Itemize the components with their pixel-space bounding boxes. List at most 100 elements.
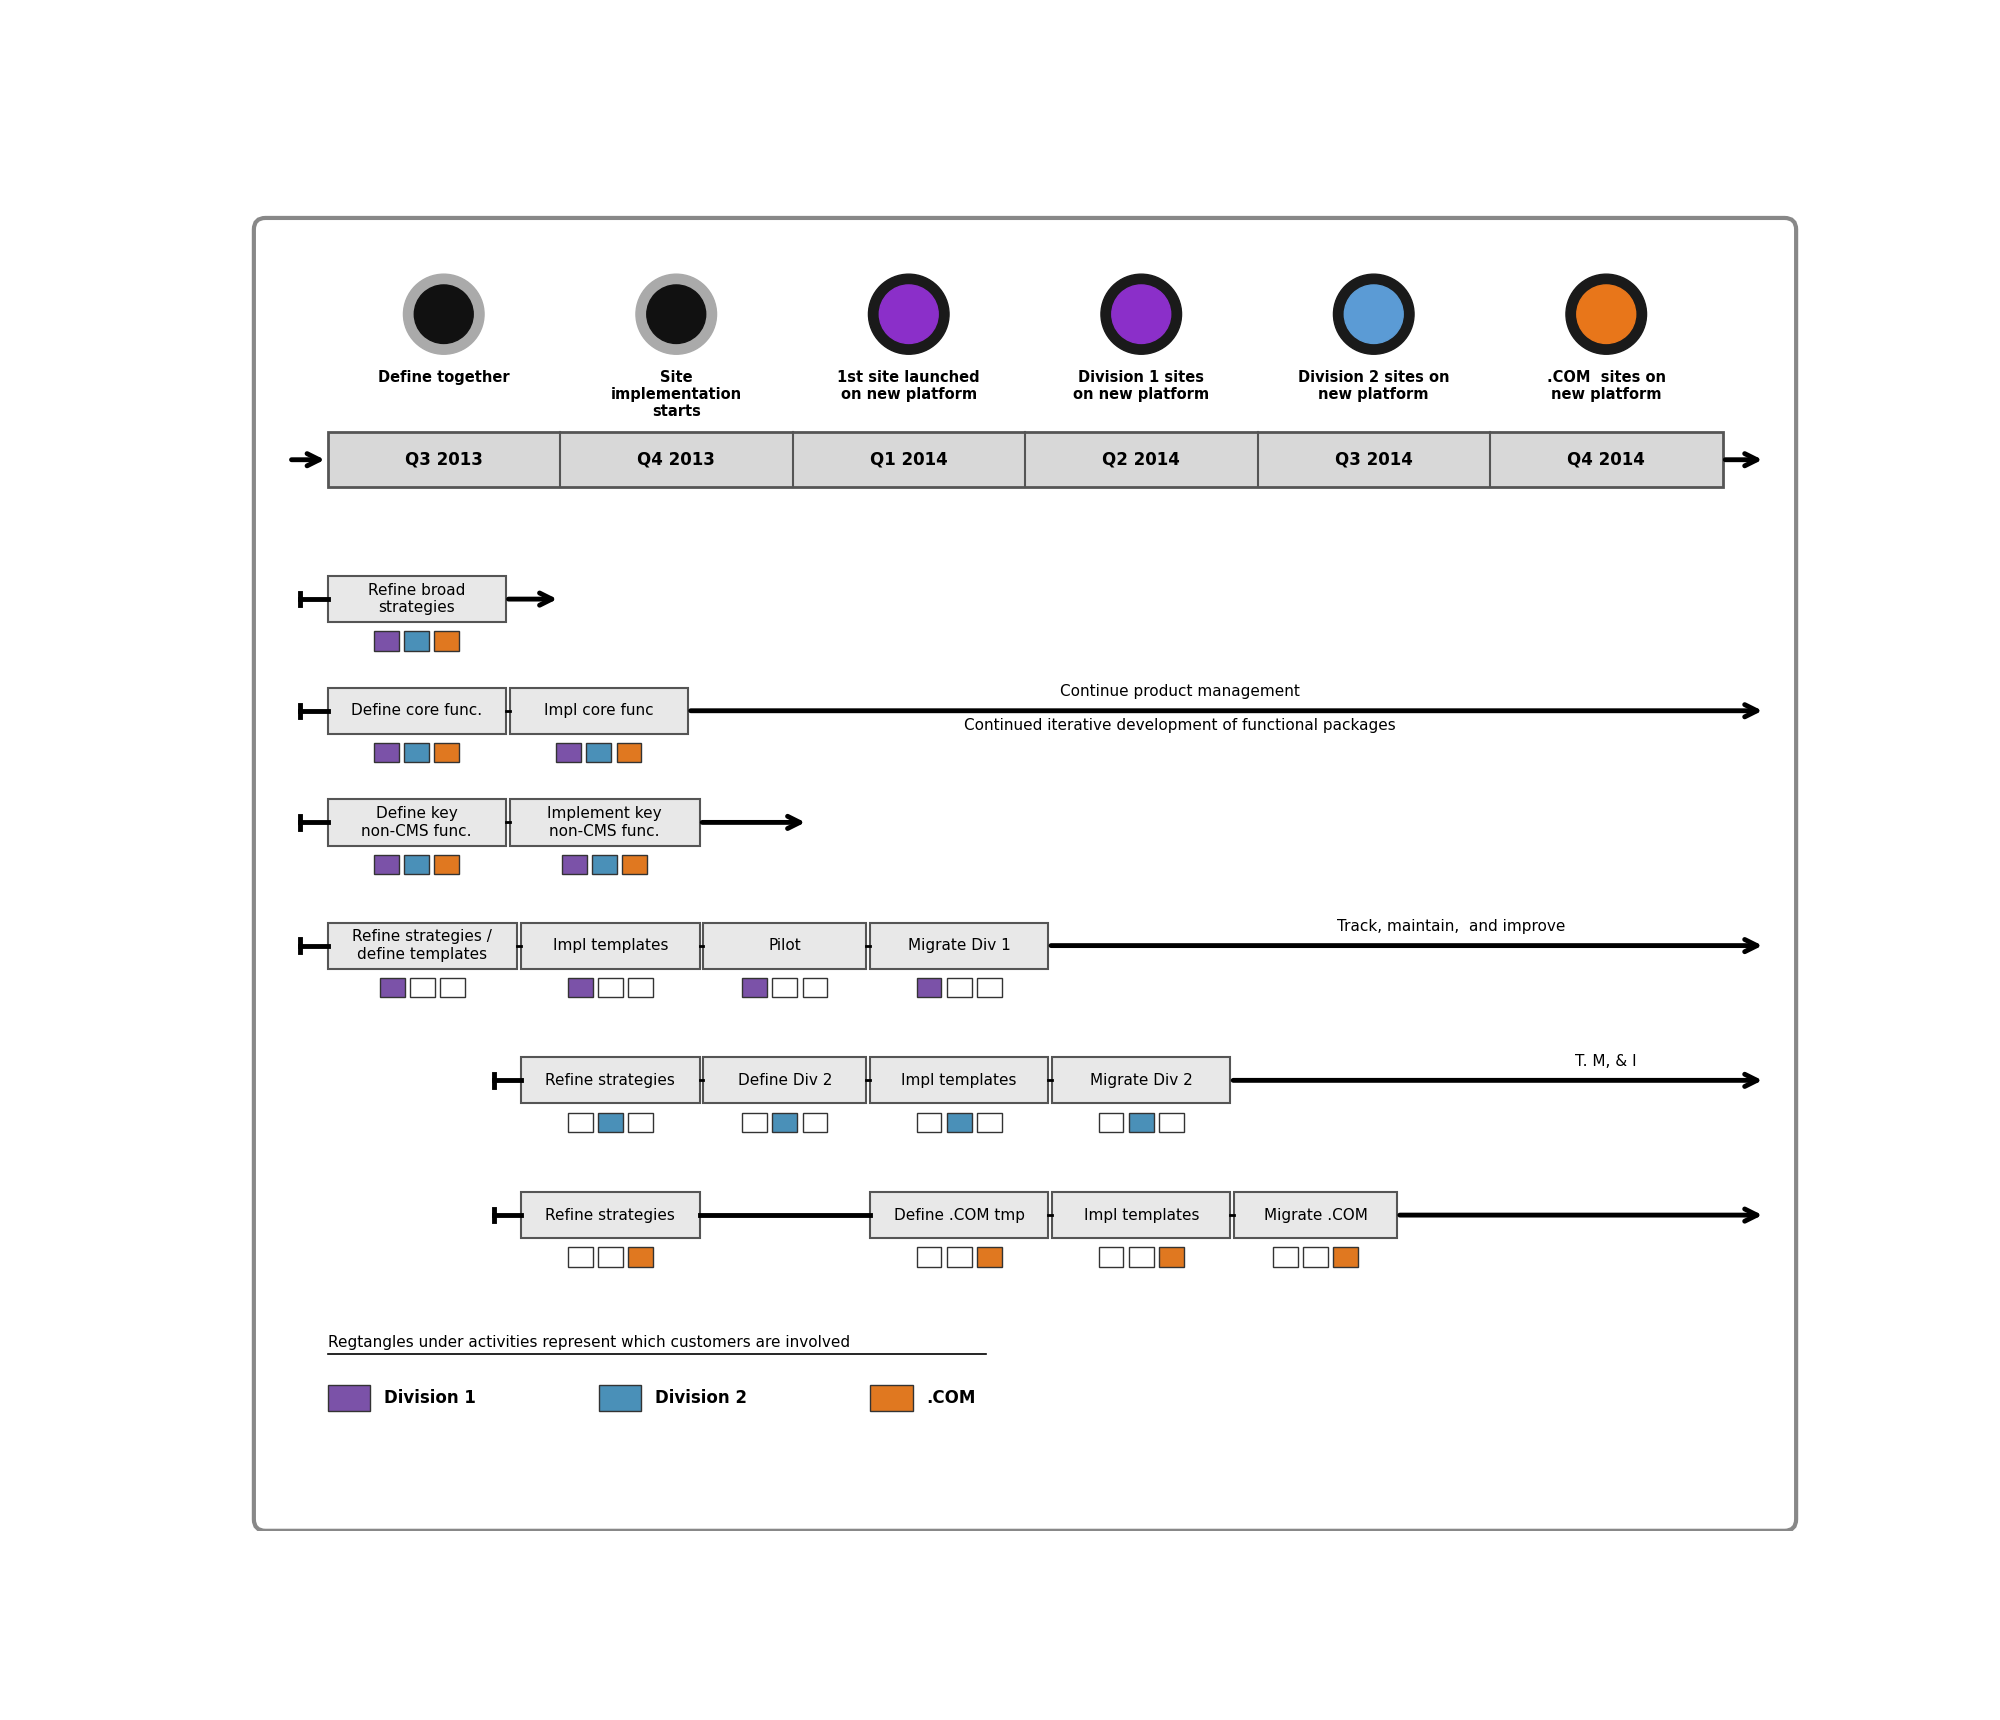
Text: .COM  sites on
new platform: .COM sites on new platform xyxy=(1546,370,1666,402)
FancyBboxPatch shape xyxy=(598,1385,642,1412)
Text: Q4 2014: Q4 2014 xyxy=(1568,451,1646,470)
Circle shape xyxy=(1112,286,1170,344)
Text: Migrate Div 2: Migrate Div 2 xyxy=(1090,1073,1192,1087)
Text: Refine strategies: Refine strategies xyxy=(546,1073,676,1087)
FancyBboxPatch shape xyxy=(598,1247,622,1266)
FancyBboxPatch shape xyxy=(616,743,642,762)
FancyBboxPatch shape xyxy=(380,979,404,998)
Text: Q3 2014: Q3 2014 xyxy=(1334,451,1412,470)
FancyBboxPatch shape xyxy=(870,1058,1048,1104)
FancyBboxPatch shape xyxy=(586,743,612,762)
FancyBboxPatch shape xyxy=(622,855,648,874)
FancyBboxPatch shape xyxy=(772,979,798,998)
FancyBboxPatch shape xyxy=(404,855,430,874)
FancyBboxPatch shape xyxy=(916,979,942,998)
Text: Impl templates: Impl templates xyxy=(552,937,668,953)
Circle shape xyxy=(1344,286,1404,344)
Text: Refine strategies /
define templates: Refine strategies / define templates xyxy=(352,929,492,961)
Text: Define core func.: Define core func. xyxy=(352,703,482,719)
FancyBboxPatch shape xyxy=(374,743,398,762)
FancyBboxPatch shape xyxy=(946,979,972,998)
Text: Impl templates: Impl templates xyxy=(1084,1207,1200,1223)
FancyBboxPatch shape xyxy=(374,855,398,874)
FancyBboxPatch shape xyxy=(328,1385,370,1412)
FancyBboxPatch shape xyxy=(434,743,460,762)
FancyBboxPatch shape xyxy=(704,1058,866,1104)
FancyBboxPatch shape xyxy=(1160,1247,1184,1266)
FancyBboxPatch shape xyxy=(374,631,398,650)
FancyBboxPatch shape xyxy=(916,1113,942,1132)
FancyBboxPatch shape xyxy=(870,922,1048,968)
Text: Impl core func: Impl core func xyxy=(544,703,654,719)
FancyBboxPatch shape xyxy=(1160,1113,1184,1132)
FancyBboxPatch shape xyxy=(522,1058,700,1104)
Circle shape xyxy=(1100,273,1182,354)
Text: Q4 2013: Q4 2013 xyxy=(638,451,716,470)
Text: .COM: .COM xyxy=(926,1390,976,1407)
Text: Migrate Div 1: Migrate Div 1 xyxy=(908,937,1010,953)
FancyBboxPatch shape xyxy=(976,979,1002,998)
FancyBboxPatch shape xyxy=(522,1192,700,1238)
Text: Division 2 sites on
new platform: Division 2 sites on new platform xyxy=(1298,370,1450,402)
FancyBboxPatch shape xyxy=(976,1113,1002,1132)
FancyBboxPatch shape xyxy=(328,432,1722,487)
Text: T. M, & I: T. M, & I xyxy=(1576,1054,1638,1068)
FancyBboxPatch shape xyxy=(1128,1247,1154,1266)
FancyBboxPatch shape xyxy=(440,979,466,998)
Text: Division 1 sites
on new platform: Division 1 sites on new platform xyxy=(1074,370,1210,402)
Text: Track, maintain,  and improve: Track, maintain, and improve xyxy=(1338,918,1566,934)
FancyBboxPatch shape xyxy=(1128,1113,1154,1132)
FancyBboxPatch shape xyxy=(510,688,688,734)
FancyBboxPatch shape xyxy=(568,1113,592,1132)
Text: Migrate .COM: Migrate .COM xyxy=(1264,1207,1368,1223)
FancyBboxPatch shape xyxy=(870,1385,912,1412)
FancyBboxPatch shape xyxy=(1098,1247,1124,1266)
Circle shape xyxy=(646,286,706,344)
Text: Continued iterative development of functional packages: Continued iterative development of funct… xyxy=(964,719,1396,733)
Text: Regtangles under activities represent which customers are involved: Regtangles under activities represent wh… xyxy=(328,1335,850,1350)
Text: Define together: Define together xyxy=(378,370,510,385)
Text: Define Div 2: Define Div 2 xyxy=(738,1073,832,1087)
Circle shape xyxy=(1334,273,1414,354)
FancyBboxPatch shape xyxy=(328,800,506,846)
FancyBboxPatch shape xyxy=(628,1247,652,1266)
Text: Site
implementation
starts: Site implementation starts xyxy=(610,370,742,420)
FancyBboxPatch shape xyxy=(802,1113,828,1132)
FancyBboxPatch shape xyxy=(946,1247,972,1266)
Circle shape xyxy=(414,286,474,344)
FancyBboxPatch shape xyxy=(522,922,700,968)
FancyBboxPatch shape xyxy=(704,922,866,968)
Text: Define .COM tmp: Define .COM tmp xyxy=(894,1207,1024,1223)
FancyBboxPatch shape xyxy=(1098,1113,1124,1132)
FancyBboxPatch shape xyxy=(434,855,460,874)
Text: 1st site launched
on new platform: 1st site launched on new platform xyxy=(838,370,980,402)
FancyBboxPatch shape xyxy=(568,1247,592,1266)
FancyBboxPatch shape xyxy=(598,979,622,998)
FancyBboxPatch shape xyxy=(946,1113,972,1132)
FancyBboxPatch shape xyxy=(742,979,766,998)
Circle shape xyxy=(868,273,950,354)
FancyBboxPatch shape xyxy=(1304,1247,1328,1266)
Text: Division 1: Division 1 xyxy=(384,1390,476,1407)
FancyBboxPatch shape xyxy=(598,1113,622,1132)
Text: Q3 2013: Q3 2013 xyxy=(404,451,482,470)
Circle shape xyxy=(404,273,484,354)
Text: Q2 2014: Q2 2014 xyxy=(1102,451,1180,470)
Circle shape xyxy=(1566,273,1646,354)
FancyBboxPatch shape xyxy=(404,743,430,762)
FancyBboxPatch shape xyxy=(870,1192,1048,1238)
FancyBboxPatch shape xyxy=(742,1113,766,1132)
Text: Q1 2014: Q1 2014 xyxy=(870,451,948,470)
FancyBboxPatch shape xyxy=(802,979,828,998)
Circle shape xyxy=(880,286,938,344)
FancyBboxPatch shape xyxy=(1052,1192,1230,1238)
FancyBboxPatch shape xyxy=(434,631,460,650)
FancyBboxPatch shape xyxy=(628,1113,652,1132)
FancyBboxPatch shape xyxy=(772,1113,798,1132)
FancyBboxPatch shape xyxy=(328,922,518,968)
Text: Refine strategies: Refine strategies xyxy=(546,1207,676,1223)
FancyBboxPatch shape xyxy=(254,218,1796,1531)
FancyBboxPatch shape xyxy=(568,979,592,998)
FancyBboxPatch shape xyxy=(328,688,506,734)
Text: Define key
non-CMS func.: Define key non-CMS func. xyxy=(362,807,472,839)
